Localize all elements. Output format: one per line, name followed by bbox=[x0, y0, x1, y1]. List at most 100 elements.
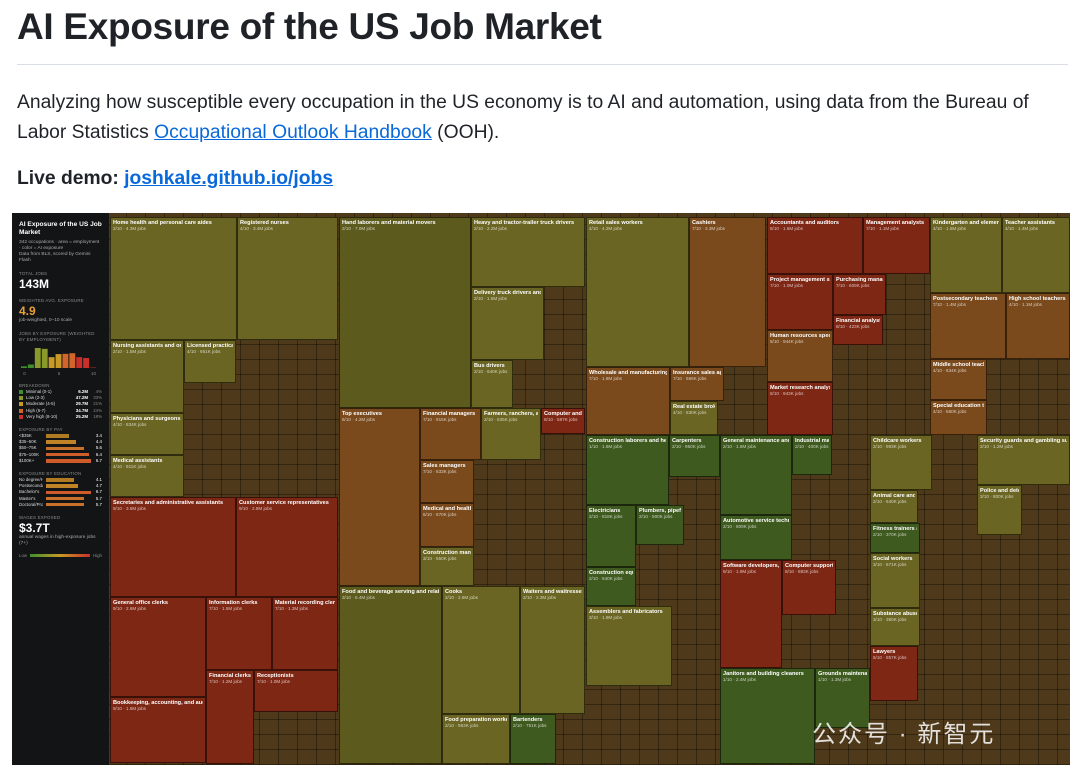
tile-detail: 9/10 · 1.6M jobs bbox=[113, 706, 146, 712]
tile-detail: 2/10 · 1.2M jobs bbox=[980, 444, 1013, 450]
tile-label: Accountants and auditors bbox=[770, 220, 839, 226]
tile-label: Food preparation workers bbox=[445, 717, 507, 723]
demo-link[interactable]: joshkale.github.io/jobs bbox=[124, 168, 334, 189]
intro-suffix: (OOH). bbox=[431, 122, 500, 143]
sidebar-source: Data from BLS, scored by Gemini Flash bbox=[19, 252, 91, 263]
tile-detail: 7/10 · 1.8M jobs bbox=[589, 376, 622, 382]
edu-value: 6.7 bbox=[95, 489, 102, 495]
tile-label: Real estate brokers bbox=[673, 404, 715, 410]
tile-label: Home health and personal care aides bbox=[113, 220, 212, 226]
section-label: TOTAL JOBS bbox=[19, 271, 48, 276]
tile: Financial analysts 8/10 · 423K jobs bbox=[833, 315, 883, 345]
tile-label: Heavy and tractor-trailer truck drivers bbox=[474, 220, 575, 226]
tile-detail: 7/10 · 1.3M jobs bbox=[275, 606, 308, 612]
edu-value: 5.7 bbox=[95, 495, 102, 501]
tile-detail: 8/10 · 1.6M jobs bbox=[770, 226, 803, 232]
pay-track bbox=[46, 446, 91, 451]
tile-detail: 3/10 · 671K jobs bbox=[873, 562, 907, 568]
tile-detail: 2/10 · 4.3M jobs bbox=[113, 226, 146, 232]
title: AI Exposure of the US Job Market bbox=[17, 6, 602, 47]
pay-row: <$35K 3.4 bbox=[19, 433, 102, 439]
tile-detail: 7/10 · 566K jobs bbox=[673, 376, 707, 382]
tile-detail: 8/10 · 883K jobs bbox=[785, 569, 819, 575]
tile: Licensed practical...4/10 · 661K jobs bbox=[184, 340, 236, 383]
tile-label: Customer service representatives bbox=[239, 500, 329, 506]
pay-bar bbox=[46, 459, 91, 463]
divider bbox=[17, 64, 1068, 65]
tile-label: Information clerks bbox=[209, 600, 258, 606]
tile-label: Construction mana... bbox=[423, 550, 471, 556]
tile-label: Fitness trainers an... bbox=[873, 526, 917, 532]
tile-detail: 9/10 · 2.8M jobs bbox=[239, 506, 272, 512]
tile-detail: 2/10 · 751K jobs bbox=[513, 723, 547, 729]
tile-label: Computer support s... bbox=[785, 563, 833, 569]
pay-bar bbox=[46, 434, 69, 438]
tile-label: Bookkeeping, accounting, and auditing cl… bbox=[113, 700, 203, 706]
tile-detail: 2/10 · 640K jobs bbox=[873, 499, 907, 505]
breakdown-row: Minimal (0-1) 6.2M 4% bbox=[19, 389, 102, 395]
color-scale: Low High bbox=[19, 553, 102, 559]
histogram-bar bbox=[41, 348, 48, 368]
tile-detail: 4/10 · 580K jobs bbox=[933, 409, 967, 415]
histogram-bar bbox=[62, 353, 69, 368]
edu-value: 4.7 bbox=[95, 483, 102, 489]
edu-bar bbox=[46, 484, 78, 488]
tile-detail: 4/10 · 3.4M jobs bbox=[240, 226, 273, 232]
breakdown-share: 21% bbox=[93, 401, 102, 407]
tile-detail: 2/10 · 400K jobs bbox=[795, 444, 829, 450]
tile-detail: 2/10 · 370K jobs bbox=[873, 532, 907, 538]
tile-detail: 3/10 · 360K jobs bbox=[873, 617, 907, 623]
tile-label: High school teachers bbox=[1009, 296, 1066, 302]
pay-row: $75–100K 6.4 bbox=[19, 452, 102, 458]
tile: Bookkeeping, accounting, and auditing cl… bbox=[110, 697, 206, 763]
sidebar: AI Exposure of the US Job Market 342 occu… bbox=[12, 213, 109, 765]
tile-label: Industrial machine... bbox=[795, 438, 829, 444]
tile-detail: 2/10 · 1.5M jobs bbox=[113, 349, 146, 355]
breakdown-row: Moderate (4-5) 29.7M 21% bbox=[19, 401, 102, 407]
histogram-bar bbox=[27, 364, 34, 368]
tile: Bus drivers 2/10 · 640K jobs bbox=[471, 360, 513, 408]
tile: Plumbers, pipefitters...2/10 · 500K jobs bbox=[636, 505, 684, 545]
tile-label: Retail sales workers bbox=[589, 220, 643, 226]
breakdown-value: 34.7M bbox=[75, 407, 88, 413]
tile-detail: 3/10 · 800K jobs bbox=[980, 494, 1014, 500]
intro-text: Analyzing how susceptible every occupati… bbox=[17, 92, 1029, 143]
pay-label: $35–50K bbox=[19, 439, 37, 445]
ooh-link[interactable]: Occupational Outlook Handbook bbox=[154, 122, 432, 143]
pay-label: $75–100K bbox=[19, 451, 40, 457]
tile-label: Middle school teach... bbox=[933, 362, 984, 368]
breakdown-label: Low (2-3) bbox=[26, 395, 45, 401]
breakdown-label: Moderate (4-5) bbox=[26, 401, 56, 407]
pay-value: 6.7 bbox=[95, 457, 102, 463]
intro: Analyzing how susceptible every occupati… bbox=[17, 88, 1077, 148]
avg-exposure: 4.9 bbox=[19, 304, 36, 318]
wages-value: $3.7T bbox=[19, 520, 50, 535]
breakdown-share: 4% bbox=[95, 389, 102, 395]
histogram-tick: 10 bbox=[91, 371, 97, 376]
tile-label: Human resources speci... bbox=[770, 333, 830, 339]
tile-detail: 2/10 · 640K jobs bbox=[474, 369, 508, 375]
tile-detail: 2/10 · 2.2M jobs bbox=[474, 226, 507, 232]
tile: Receptionists 7/10 · 1.0M jobs bbox=[254, 670, 338, 712]
tile: General office clerks 9/10 · 2.6M jobs bbox=[110, 597, 206, 697]
histogram-tick: 0 bbox=[23, 371, 26, 376]
edu-track bbox=[46, 478, 91, 482]
tile-detail: 4/10 · 530K jobs bbox=[673, 410, 707, 416]
tile-detail: 8/10 · 944K jobs bbox=[770, 339, 804, 345]
tile-detail: 9/10 · 3.6M jobs bbox=[113, 506, 146, 512]
tile-detail: 3/10 · 5.4M jobs bbox=[342, 595, 375, 601]
tile: Fitness trainers an...2/10 · 370K jobs bbox=[870, 523, 920, 553]
tile-label: Postsecondary teachers bbox=[933, 296, 998, 302]
swatch bbox=[19, 408, 23, 413]
tile: High school teachers 4/10 · 1.1M jobs bbox=[1006, 293, 1070, 359]
tile: Information clerks 7/10 · 1.5M jobs bbox=[206, 597, 272, 670]
tile: Sales managers 7/10 · 633K jobs bbox=[420, 460, 474, 503]
breakdown-value: 25.2M bbox=[75, 413, 88, 419]
tile-detail: 2/10 · 818K jobs bbox=[589, 514, 623, 520]
tile: Teacher assistants 4/10 · 1.4M jobs bbox=[1002, 217, 1070, 293]
breakdown-share: 24% bbox=[93, 407, 102, 413]
tile-label: Kindergarten and elementary... bbox=[933, 220, 999, 226]
tile: Substance abuse, b...3/10 · 360K jobs bbox=[870, 608, 920, 646]
edu-track bbox=[46, 484, 91, 488]
histogram-bar bbox=[69, 353, 76, 368]
